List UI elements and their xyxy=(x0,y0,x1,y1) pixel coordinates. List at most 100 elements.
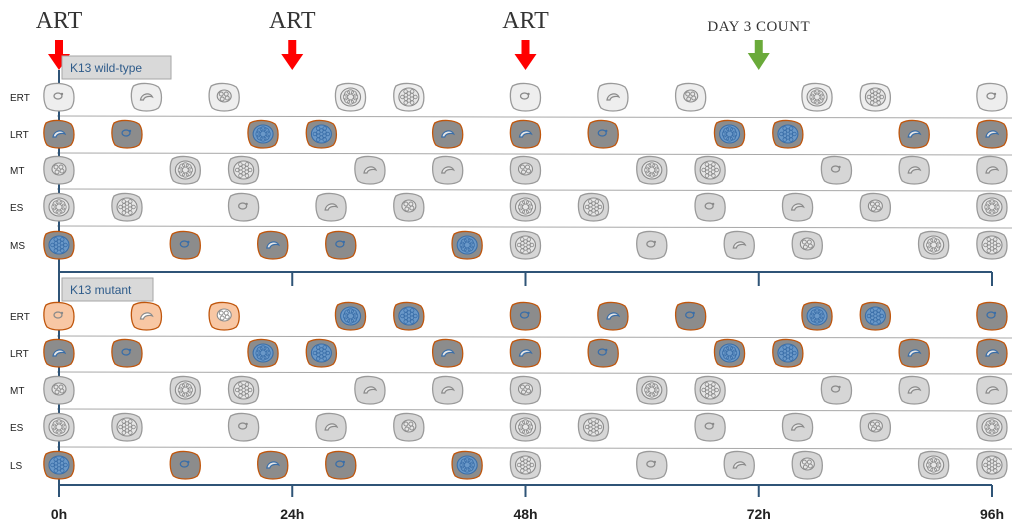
merozoite xyxy=(930,237,938,243)
merozoite xyxy=(527,423,534,431)
merozoite xyxy=(711,393,716,398)
merozoite xyxy=(517,423,524,431)
parasite-schizont xyxy=(174,160,196,180)
parasite-segmenter xyxy=(514,235,537,255)
cell-early-schiz xyxy=(208,301,240,331)
parasite-trophozoite xyxy=(52,130,67,138)
parasite-schizont xyxy=(514,197,537,217)
merozoite xyxy=(61,203,67,211)
merozoite xyxy=(985,427,992,434)
cell-early-schiz xyxy=(509,375,542,405)
merozoite xyxy=(469,241,475,249)
cell-troph xyxy=(976,375,1008,405)
merozoite xyxy=(403,89,408,94)
merozoite xyxy=(869,89,875,94)
merozoite xyxy=(936,241,942,249)
row-label: LS xyxy=(10,461,23,472)
merozoite xyxy=(118,204,123,210)
merozoite xyxy=(985,420,992,427)
row-divider xyxy=(56,446,1012,450)
parasite-trophozoite xyxy=(441,166,455,174)
cell-troph xyxy=(257,230,289,260)
parasite-segmenter xyxy=(233,380,255,400)
art-arrow: ART xyxy=(502,8,549,70)
cell-early-schiz xyxy=(208,82,240,112)
merozoite xyxy=(322,130,327,135)
merozoite xyxy=(54,389,60,395)
merozoite xyxy=(263,346,270,353)
parasite-segmenter xyxy=(699,380,721,400)
merozoite xyxy=(723,353,730,360)
parasite-trophozoite xyxy=(518,349,533,357)
cell-troph xyxy=(898,119,930,149)
parasite-schizont xyxy=(340,306,362,326)
axis-tick-label: 48h xyxy=(513,506,537,522)
parasite-schizont xyxy=(981,417,1003,437)
cell-ring xyxy=(587,119,619,149)
parasite-nucleus xyxy=(60,311,64,315)
merozoite xyxy=(984,203,990,211)
merozoite xyxy=(710,386,716,391)
merozoite xyxy=(810,90,817,97)
parasite-schizont xyxy=(48,197,70,217)
parasite-ring xyxy=(121,348,131,356)
cell-troph xyxy=(354,155,386,185)
merozoite xyxy=(522,199,529,205)
parasite-segmenter xyxy=(864,306,886,326)
merozoite xyxy=(325,131,331,137)
merozoite xyxy=(469,461,475,469)
parasite-segmenter xyxy=(582,417,605,437)
merozoite xyxy=(813,99,821,105)
parasite-ring xyxy=(53,311,63,319)
cell-troph xyxy=(431,155,464,185)
merozoite xyxy=(460,245,467,252)
merozoite xyxy=(259,136,267,142)
merozoite xyxy=(930,457,938,463)
parasite-segmenter xyxy=(398,306,420,326)
parasite-nucleus xyxy=(838,385,841,389)
cell-schizont xyxy=(169,375,201,405)
parasite-nucleus xyxy=(527,311,530,315)
merozoite xyxy=(879,313,885,319)
parasite-nucleus xyxy=(342,460,346,464)
merozoite xyxy=(522,429,529,435)
arrow-down-icon xyxy=(48,40,70,70)
merozoite xyxy=(219,96,225,102)
parasite-ring xyxy=(986,311,996,319)
cell-ring xyxy=(111,119,143,149)
merozoite xyxy=(597,204,603,210)
merozoite xyxy=(59,388,65,394)
merozoite xyxy=(730,134,737,141)
merozoite xyxy=(654,386,660,394)
merozoite xyxy=(63,462,68,468)
merozoite xyxy=(992,200,999,207)
cell-membrane xyxy=(976,301,1008,331)
parasite-ring xyxy=(53,92,63,100)
parasite-trophozoite xyxy=(324,203,339,211)
parasite-schizont xyxy=(252,124,274,144)
panel-label: K13 wild-type xyxy=(70,61,142,75)
cell-troph xyxy=(597,301,629,331)
cell-early-schiz xyxy=(43,155,75,185)
cell-segmenter xyxy=(305,338,338,368)
merozoite xyxy=(265,130,271,138)
merozoite xyxy=(983,462,988,468)
cell-segmenter xyxy=(509,450,542,480)
cell-membrane xyxy=(694,412,726,442)
merozoite xyxy=(459,241,465,249)
cell-troph xyxy=(781,412,814,442)
cell-troph xyxy=(597,82,629,112)
parasite-schizont xyxy=(514,417,537,437)
merozoite xyxy=(985,200,992,207)
parasite-segmenter xyxy=(777,343,799,363)
merozoite xyxy=(685,91,691,97)
merozoite xyxy=(994,203,1000,211)
cell-ring xyxy=(674,301,707,331)
row-label: LRT xyxy=(10,349,29,360)
arrow-down-icon xyxy=(747,40,770,70)
merozoite xyxy=(467,465,474,472)
merozoite xyxy=(704,162,710,167)
merozoite xyxy=(726,355,733,361)
merozoite xyxy=(234,387,240,393)
merozoite xyxy=(985,207,992,214)
